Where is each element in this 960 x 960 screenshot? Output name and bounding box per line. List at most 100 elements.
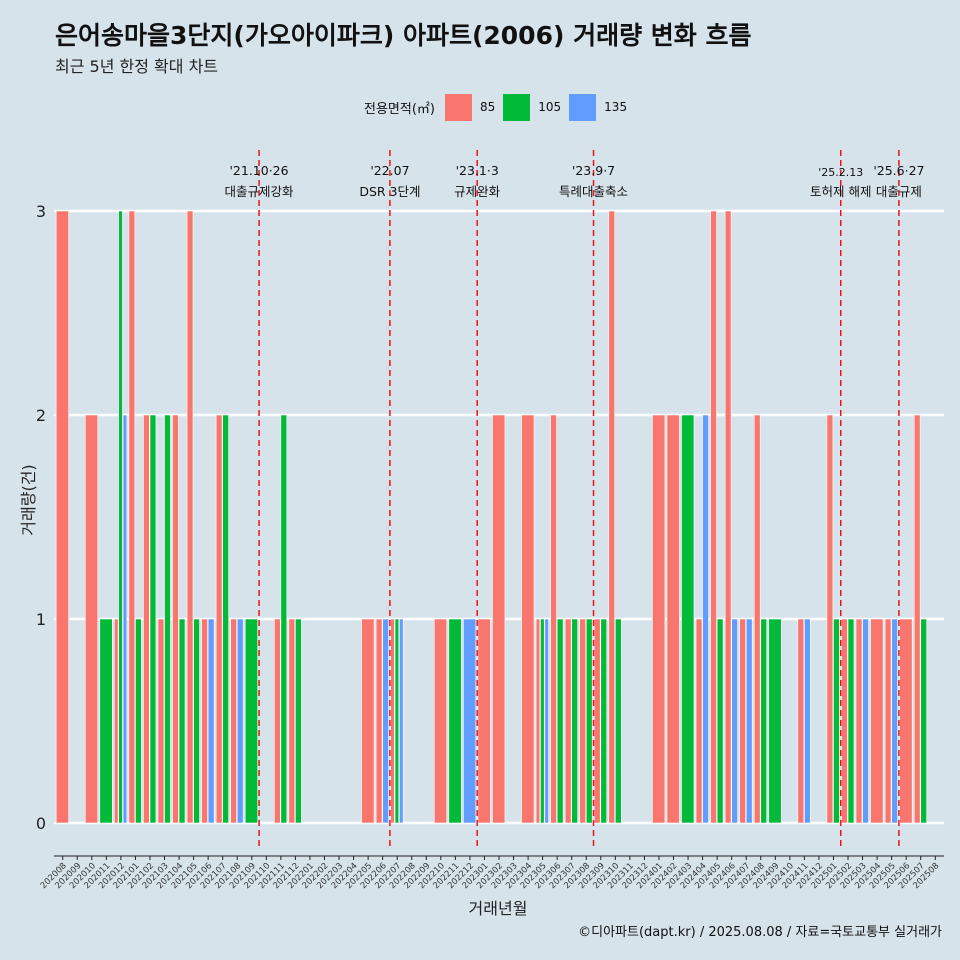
source-caption: ©디아파트(dapt.kr) / 2025.08.08 / 자료=국토교통부 실…	[578, 925, 942, 940]
bar-202111-105	[280, 414, 288, 824]
bar-202506-85	[899, 618, 913, 824]
bar-202105-105	[193, 618, 200, 824]
bar-202501-105	[833, 618, 840, 824]
bar-202404-85	[695, 618, 703, 824]
y-tick-label: 3	[36, 202, 46, 221]
bar-202211-105	[448, 618, 462, 824]
bar-202104-85	[172, 414, 179, 824]
bar-202010-85	[84, 414, 99, 824]
legend-swatch-135	[569, 93, 597, 121]
bar-202304-85	[521, 414, 535, 824]
legend-item-105: 105	[503, 93, 562, 121]
bar-202505-135	[891, 618, 898, 824]
bar-202406-135	[731, 618, 738, 824]
bar-202012-105	[118, 210, 123, 824]
bar-202207-135	[399, 618, 404, 824]
bar-202411-135	[804, 618, 811, 824]
bar-202409-105	[768, 618, 782, 824]
bar-202407-85	[739, 618, 746, 824]
bar-202101-105	[135, 618, 142, 824]
bar-202401-85	[652, 414, 666, 824]
legend-label-135: 135	[604, 100, 628, 114]
y-axis-title: 거래량(건)	[19, 464, 38, 535]
bar-202405-85	[710, 210, 717, 824]
event-date-label: '23.1·3	[456, 163, 499, 178]
event-date-label: '25.6·27	[873, 163, 924, 178]
bar-202111-85	[274, 618, 281, 824]
bar-202109-105	[244, 618, 259, 824]
legend-item-85: 85	[444, 93, 495, 121]
bar-202402-85	[666, 414, 680, 824]
bar-202507-85	[913, 414, 921, 824]
legend-title: 전용면적(㎡)	[364, 101, 435, 117]
bar-202308-105	[585, 618, 593, 824]
bar-202310-105	[615, 618, 622, 824]
chart-subtitle: 최근 5년 한정 확대 차트	[55, 57, 219, 76]
event-label: 특례대출축소	[559, 184, 628, 199]
bar-202301-85	[477, 618, 491, 824]
bar-202103-85	[157, 618, 165, 824]
bar-202307-105	[571, 618, 578, 824]
bar-202205-85	[361, 618, 375, 824]
bar-202501-85	[826, 414, 834, 824]
event-date-label: '22.07	[370, 163, 409, 178]
bar-202310-85	[608, 210, 616, 824]
event-date-label: '23.9·7	[572, 163, 615, 178]
bar-202103-105	[164, 414, 171, 824]
bar-202308-85	[579, 618, 586, 824]
legend: 전용면적(㎡) 85 105 135	[364, 93, 635, 121]
bar-202503-85	[855, 618, 863, 824]
bar-202105-85	[186, 210, 194, 824]
bar-202502-85	[841, 618, 848, 824]
bar-202011-105	[99, 618, 113, 824]
bar-202012-85	[114, 618, 119, 824]
bar-202104-105	[178, 618, 186, 824]
bar-202206-85	[375, 618, 383, 824]
bar-202503-135	[862, 618, 869, 824]
event-label: DSR 3단계	[359, 184, 420, 199]
y-tick-label: 1	[36, 610, 46, 629]
bar-202406-85	[724, 210, 732, 824]
bar-202404-135	[702, 414, 709, 824]
bar-202108-85	[230, 618, 237, 824]
bar-202307-85	[564, 618, 572, 824]
bar-202305-135	[544, 618, 549, 824]
bar-202206-135	[382, 618, 389, 824]
bar-202107-105	[222, 414, 229, 824]
chart-title: 은어송마을3단지(가오아이파크) 아파트(2006) 거래량 변화 흐름	[55, 21, 752, 50]
bar-202504-85	[870, 618, 884, 824]
bar-202408-85	[753, 414, 761, 824]
legend-swatch-85	[444, 93, 472, 121]
bar-202012-135	[122, 414, 128, 824]
bar-202408-105	[760, 618, 768, 824]
bar-202112-85	[288, 618, 296, 824]
bar-202305-85	[535, 618, 541, 824]
bar-202106-85	[201, 618, 208, 824]
bar-202102-105	[149, 414, 157, 824]
legend-label-105: 105	[538, 100, 562, 114]
bar-202210-85	[433, 618, 448, 824]
legend-swatch-105	[503, 93, 531, 121]
y-tick-label: 2	[36, 406, 46, 425]
bar-202309-85	[593, 618, 601, 824]
bar-202008-85	[55, 210, 69, 824]
bar-202309-105	[600, 618, 608, 824]
bar-202505-85	[884, 618, 892, 824]
legend-item-135: 135	[569, 93, 628, 121]
bar-202403-105	[681, 414, 695, 824]
bar-202507-105	[920, 618, 927, 824]
bar-202306-85	[550, 414, 557, 824]
bar-202411-85	[797, 618, 805, 824]
bar-202305-105	[540, 618, 545, 824]
y-tick-label: 0	[36, 814, 46, 833]
bar-202212-135	[463, 618, 477, 824]
event-label: 규제완화	[454, 184, 501, 199]
bar-202405-105	[716, 618, 724, 824]
bar-202302-85	[492, 414, 506, 824]
bar-202101-85	[128, 210, 136, 824]
bar-202108-135	[236, 618, 244, 824]
bar-202107-85	[215, 414, 223, 824]
bar-202502-105	[847, 618, 855, 824]
bar-202207-85	[390, 618, 395, 824]
